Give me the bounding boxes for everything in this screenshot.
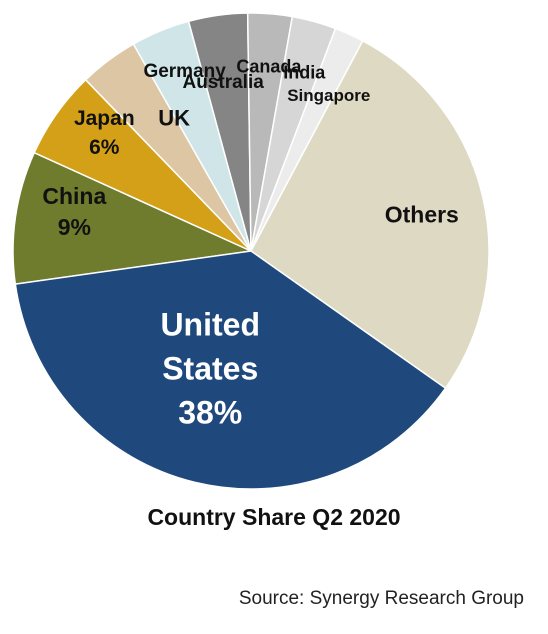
slice-label-singapore: Singapore [287,86,370,105]
pie-slice-united-states [14,250,447,490]
slice-label-united-states: United States 38% [160,306,260,430]
slice-label-germany: Germany [143,61,226,82]
slice-label-australia: Australia [182,72,264,93]
chart-title: Country Share Q2 2020 [147,504,401,530]
chart-source: Source: Synergy Research Group [238,588,524,609]
slice-label-india: India [283,62,326,82]
slice-label-uk: UK [158,105,190,130]
slice-label-china: China 9% [42,183,106,240]
slice-label-canada: Canada [236,56,302,76]
pie-chart: China 9% Japan 6% UK GermanyAustraliaCanadaIn… [12,12,490,490]
pie-slice-others [250,39,490,390]
pie-slice-china [12,151,254,285]
slice-label-japan: Japan 6% [74,107,135,159]
slice-label-others: Others [385,202,459,228]
